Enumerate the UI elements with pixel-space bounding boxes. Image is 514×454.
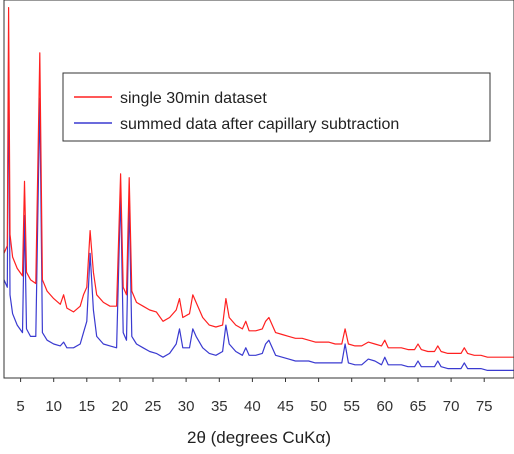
x-tick-label: 20 xyxy=(112,398,129,415)
x-tick-label: 5 xyxy=(16,398,24,415)
legend: single 30min dataset summed data after c… xyxy=(62,72,491,142)
legend-box xyxy=(62,72,491,142)
plot-frame xyxy=(3,0,514,379)
x-tick-label: 55 xyxy=(343,398,360,415)
x-tick-label: 70 xyxy=(443,398,460,415)
series-layer xyxy=(3,6,514,371)
legend-label-single-dataset: single 30min dataset xyxy=(120,90,267,107)
x-axis-title: 2θ (degrees CuKα) xyxy=(187,428,331,447)
x-tick-label: 15 xyxy=(78,398,95,415)
x-tick-layer: 5 10 15 20 25 30 35 40 45 50 55 60 65 70 75 xyxy=(16,378,493,415)
x-tick-label: 50 xyxy=(310,398,327,415)
x-tick-label: 10 xyxy=(45,398,62,415)
x-tick-label: 65 xyxy=(410,398,427,415)
series-line-summed-data xyxy=(3,56,514,371)
x-tick-label: 30 xyxy=(178,398,195,415)
series-line-single-dataset xyxy=(3,6,514,358)
x-tick-label: 25 xyxy=(145,398,162,415)
x-tick-label: 60 xyxy=(376,398,393,415)
x-tick-label: 35 xyxy=(211,398,228,415)
legend-label-summed-data: summed data after capillary subtraction xyxy=(120,116,399,133)
x-tick-label: 45 xyxy=(277,398,294,415)
x-tick-label: 40 xyxy=(244,398,261,415)
x-tick-label: 75 xyxy=(476,398,493,415)
